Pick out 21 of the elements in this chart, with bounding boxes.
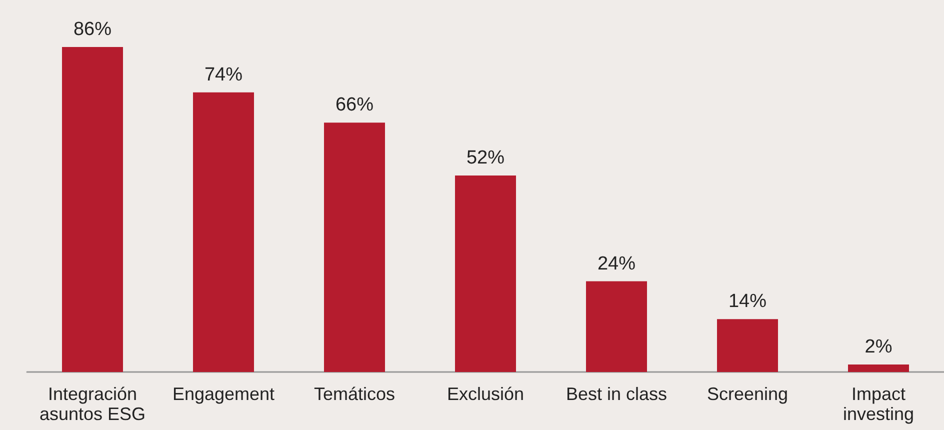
x-tick-label: Integración asuntos ESG (39, 384, 146, 424)
data-label: 74% (204, 64, 243, 86)
bar (62, 47, 123, 372)
x-tick-label: Best in class (566, 384, 668, 404)
bar (586, 281, 647, 372)
data-label: 2% (864, 336, 892, 358)
data-label: 66% (335, 94, 374, 116)
x-tick-label: Impact investing (842, 384, 914, 424)
data-label: 86% (73, 19, 112, 40)
x-tick-label: Screening (706, 384, 788, 404)
x-tick-label: Temáticos (314, 384, 396, 404)
bar (717, 319, 778, 372)
bar (193, 92, 254, 372)
x-tick-label: Engagement (172, 384, 275, 404)
x-tick-label: Exclusión (446, 384, 524, 404)
bar (455, 175, 516, 372)
data-label: 14% (728, 291, 767, 312)
data-label: 24% (597, 253, 636, 274)
data-label: 52% (466, 147, 505, 168)
bar (324, 122, 385, 372)
bar (848, 364, 909, 372)
